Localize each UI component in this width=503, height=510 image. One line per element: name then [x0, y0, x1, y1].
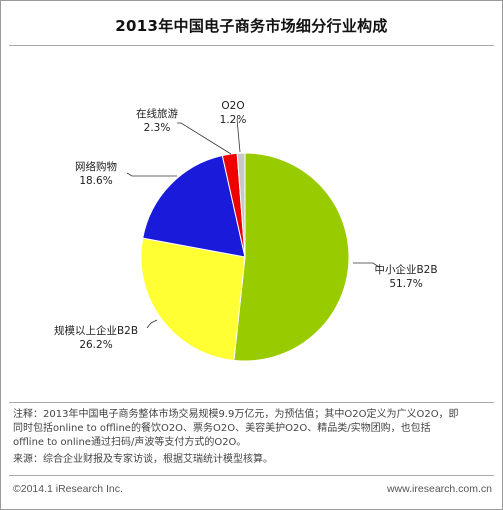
- pie-slice-2: [140, 237, 246, 361]
- footer-divider: [9, 475, 494, 476]
- notes-divider: [9, 402, 494, 403]
- chart-title: 2013年中国电子商务市场细分行业构成: [115, 17, 388, 35]
- leader-line-4: [177, 122, 232, 155]
- slice-value-4: 2.3%: [144, 122, 171, 134]
- copyright-text: ©2014.1 iResearch Inc.: [13, 483, 123, 495]
- slice-value-3: 18.6%: [79, 175, 112, 187]
- note-line-1: 注释：2013年中国电子商务整体市场交易规模9.9万亿元，为预估值；其中O2O定…: [13, 409, 459, 420]
- pie-slice-1: [233, 152, 350, 362]
- website-text: www.iresearch.com.cn: [386, 483, 492, 495]
- slice-label-1: 中小企业B2B: [374, 263, 437, 276]
- leader-line-3: [126, 172, 177, 177]
- leader-line-5: [236, 118, 241, 153]
- slice-label-4: 在线旅游: [136, 107, 178, 120]
- slice-label-3: 网络购物: [75, 160, 117, 173]
- pie-slice-3: [142, 154, 246, 258]
- pie-slice-5: [236, 152, 246, 258]
- pie-chart: 中小企业B2B 51.7% 规模以上企业B2B 26.2% 网络购物 18.6% 在线旅游 2…: [54, 100, 438, 362]
- slice-label-2: 规模以上企业B2B: [54, 324, 138, 337]
- note-line-2: 同时包括online to offline的餐饮O2O、票务O2O、美容美护O2…: [13, 423, 431, 434]
- slice-value-1: 51.7%: [389, 278, 422, 290]
- slice-value-2: 26.2%: [79, 339, 112, 351]
- source-line: 来源：综合企业财报及专家访谈，根据艾瑞统计模型核算。: [13, 454, 273, 465]
- title-divider: [9, 45, 494, 46]
- slice-label-5: O2O: [221, 100, 244, 112]
- slice-value-5: 1.2%: [220, 114, 247, 126]
- note-line-3: offline to online通过扫码/声波等支付方式的O2O。: [13, 437, 247, 448]
- leader-line-1: [353, 262, 380, 268]
- leader-line-2: [146, 319, 158, 329]
